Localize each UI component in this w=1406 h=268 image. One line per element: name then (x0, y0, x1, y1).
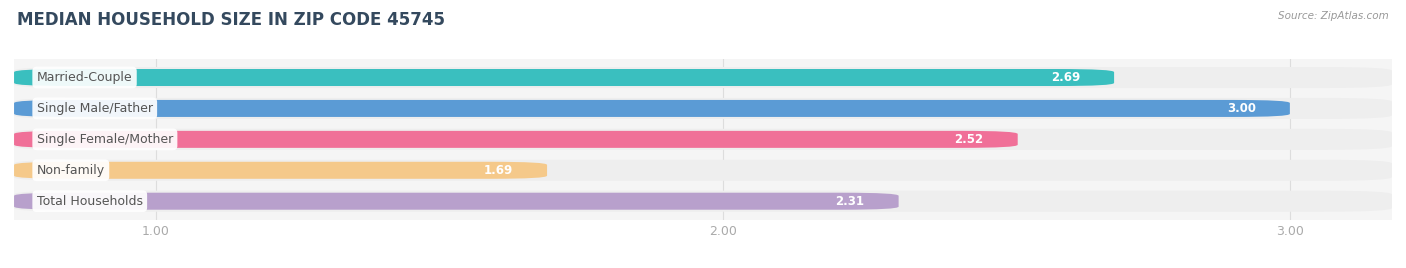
FancyBboxPatch shape (14, 100, 1289, 117)
Text: Non-family: Non-family (37, 164, 105, 177)
FancyBboxPatch shape (14, 193, 898, 210)
FancyBboxPatch shape (14, 69, 1114, 86)
FancyBboxPatch shape (14, 98, 1392, 119)
FancyBboxPatch shape (14, 67, 1392, 88)
Text: Single Male/Father: Single Male/Father (37, 102, 153, 115)
FancyBboxPatch shape (14, 160, 1392, 181)
Text: 2.69: 2.69 (1050, 71, 1080, 84)
FancyBboxPatch shape (14, 129, 1392, 150)
Text: 3.00: 3.00 (1227, 102, 1256, 115)
Text: Single Female/Mother: Single Female/Mother (37, 133, 173, 146)
FancyBboxPatch shape (14, 162, 547, 179)
FancyBboxPatch shape (14, 131, 1018, 148)
Text: Married-Couple: Married-Couple (37, 71, 132, 84)
Text: MEDIAN HOUSEHOLD SIZE IN ZIP CODE 45745: MEDIAN HOUSEHOLD SIZE IN ZIP CODE 45745 (17, 11, 444, 29)
FancyBboxPatch shape (14, 191, 1392, 212)
Text: 2.31: 2.31 (835, 195, 865, 208)
Text: 1.69: 1.69 (484, 164, 513, 177)
Text: Total Households: Total Households (37, 195, 143, 208)
Text: 2.52: 2.52 (955, 133, 984, 146)
Text: Source: ZipAtlas.com: Source: ZipAtlas.com (1278, 11, 1389, 21)
